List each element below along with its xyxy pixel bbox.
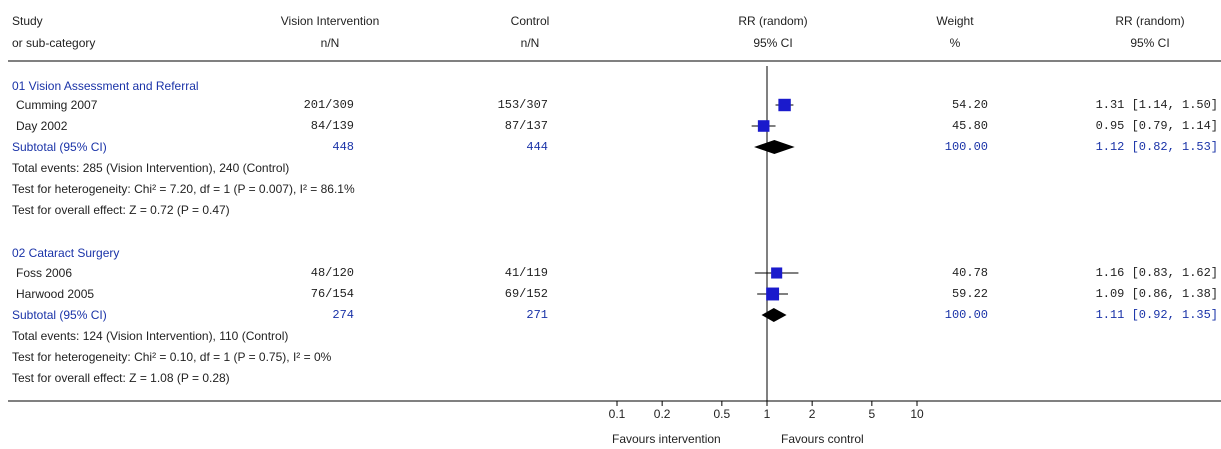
subtotal-control: 271 [526, 308, 548, 322]
header-rr-ci-col: 95% CI [1130, 36, 1170, 50]
total-events: Total events: 124 (Vision Intervention),… [12, 329, 289, 343]
header-weight-pct: % [949, 36, 961, 50]
study-weight: 45.80 [951, 119, 988, 133]
subtotal-weight: 100.00 [944, 308, 988, 322]
header-vision-intervention: Vision Intervention [280, 14, 380, 28]
subtotal-vi: 274 [332, 308, 354, 322]
axis-tick-label: 10 [910, 407, 924, 421]
study-weight: 59.22 [951, 287, 988, 301]
subtotal-vi: 448 [332, 140, 354, 154]
subtotal-ci-text: 1.11 [0.92, 1.35] [1095, 308, 1218, 322]
subtotal-weight: 100.00 [944, 140, 988, 154]
subtotal-ci-text: 1.12 [0.82, 1.53] [1095, 140, 1218, 154]
axis-tick-label: 5 [869, 407, 876, 421]
study-weight: 54.20 [951, 98, 988, 112]
study-vi: 201/309 [303, 98, 354, 112]
favours-intervention-label: Favours intervention [612, 432, 721, 446]
subtotal-control: 444 [526, 140, 548, 154]
study-weight: 40.78 [951, 266, 988, 280]
favours-control-label: Favours control [781, 432, 864, 446]
subtotal-label: Subtotal (95% CI) [12, 308, 107, 322]
study-name: Cumming 2007 [16, 98, 98, 112]
study-marker [757, 120, 770, 132]
axis-tick-label: 2 [809, 407, 816, 421]
header-rr-random-col: RR (random) [1115, 14, 1185, 28]
overall-effect-test: Test for overall effect: Z = 1.08 (P = 0… [12, 371, 230, 385]
study-vi: 76/154 [310, 287, 354, 301]
axis-tick-label: 1 [764, 407, 771, 421]
study-ci-text: 1.31 [1.14, 1.50] [1095, 98, 1218, 112]
axis-tick-label: 0.2 [654, 407, 671, 421]
header-rr-random: RR (random) [738, 14, 808, 28]
total-events: Total events: 285 (Vision Intervention),… [12, 161, 290, 175]
axis-tick-label: 0.5 [714, 407, 731, 421]
study-marker [771, 267, 783, 279]
subtotal-diamond [754, 140, 795, 154]
study-vi: 48/120 [310, 266, 354, 280]
header-rr-ci: 95% CI [753, 36, 793, 50]
subtotal-label: Subtotal (95% CI) [12, 140, 107, 154]
group-title: 01 Vision Assessment and Referral [12, 79, 199, 93]
study-ci-text: 1.09 [0.86, 1.38] [1095, 287, 1218, 301]
study-ci-text: 1.16 [0.83, 1.62] [1095, 266, 1218, 280]
study-vi: 84/139 [310, 119, 354, 133]
study-name: Day 2002 [16, 119, 68, 133]
study-control: 87/137 [504, 119, 548, 133]
overall-effect-test: Test for overall effect: Z = 0.72 (P = 0… [12, 203, 230, 217]
heterogeneity-test: Test for heterogeneity: Chi² = 0.10, df … [12, 350, 332, 364]
axis-tick-label: 0.1 [609, 407, 626, 421]
study-control: 41/119 [504, 266, 548, 280]
study-marker [778, 98, 791, 112]
study-marker [766, 287, 780, 301]
header-subcategory: or sub-category [12, 36, 96, 50]
heterogeneity-test: Test for heterogeneity: Chi² = 7.20, df … [12, 182, 355, 196]
header-vi-nn: n/N [320, 36, 340, 50]
study-control: 69/152 [504, 287, 548, 301]
study-name: Harwood 2005 [16, 287, 95, 301]
header-control-nn: n/N [520, 36, 540, 50]
subtotal-diamond [761, 308, 787, 322]
study-control: 153/307 [497, 98, 548, 112]
header-control: Control [510, 14, 550, 28]
header-weight: Weight [936, 14, 974, 28]
header-study: Study [12, 14, 43, 28]
group-title: 02 Cataract Surgery [12, 246, 120, 260]
study-name: Foss 2006 [16, 266, 73, 280]
study-ci-text: 0.95 [0.79, 1.14] [1095, 119, 1218, 133]
